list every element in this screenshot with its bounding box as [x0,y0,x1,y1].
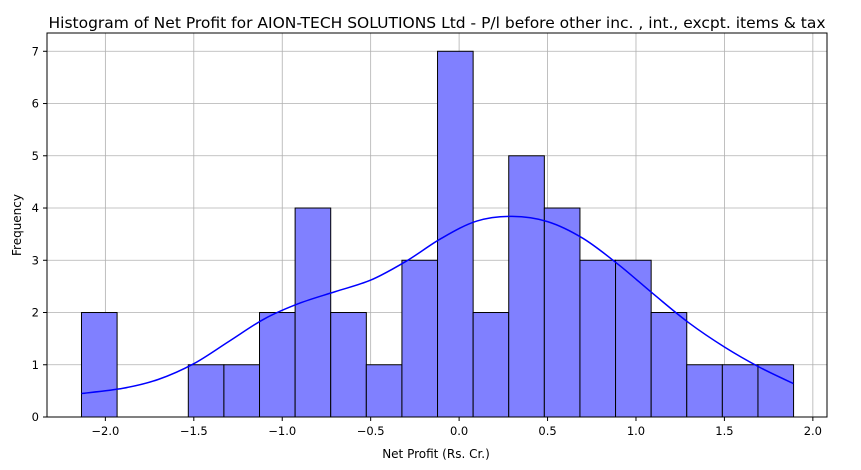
chart-title: Histogram of Net Profit for AION-TECH SO… [48,14,825,32]
histogram-bar [80,312,118,418]
histogram-bar [472,312,510,418]
plot-frame [46,32,828,418]
x-tick-label: 1.0 [627,424,645,438]
x-axis-label: Net Profit (Rs. Cr.) [382,447,490,461]
x-axis-ticks: −2.0 −1.5 −1.0 −0.5 0.0 0.5 1.0 1.5 2.0 [91,417,822,438]
histogram-bar [437,50,474,418]
x-tick-label: −2.0 [91,424,119,438]
histogram-bar [650,312,688,418]
histogram-bar [543,207,581,418]
y-tick-label: 0 [32,410,39,424]
histogram-bar [259,312,296,418]
histogram-bar [187,364,225,418]
histogram-bar [757,364,795,418]
histogram-bar [401,259,439,418]
kde-curve [81,215,794,395]
x-tick-label: −0.5 [357,424,385,438]
x-tick-label: 0.0 [450,424,468,438]
y-axis-ticks: 0 1 2 3 4 5 6 7 [32,44,47,424]
histogram-bar [686,364,723,418]
x-tick-label: 0.5 [538,424,556,438]
y-tick-label: 1 [32,358,39,372]
histogram-bar [330,312,367,418]
histogram-bar [579,259,617,418]
y-axis-label: Frequency [10,194,24,256]
y-tick-label: 4 [32,201,39,215]
y-tick-label: 6 [32,97,39,111]
x-tick-label: −1.0 [268,424,296,438]
y-tick-label: 7 [32,44,39,58]
histogram-bar [294,207,332,418]
histogram-bar [508,155,545,418]
histogram-bar [223,364,261,418]
y-tick-label: 3 [32,253,39,267]
histogram-bar [721,364,759,418]
y-tick-label: 5 [32,149,39,163]
x-tick-label: 2.0 [804,424,822,438]
histogram-bars [80,50,795,418]
histogram-bar [615,259,652,418]
x-tick-label: −1.5 [180,424,208,438]
x-tick-label: 1.5 [715,424,733,438]
histogram-bar [365,364,403,418]
y-tick-label: 2 [32,306,39,320]
